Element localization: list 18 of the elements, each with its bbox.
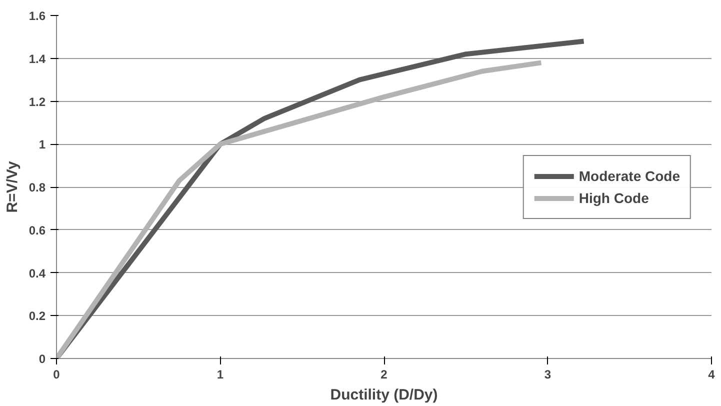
y-tick-label: 1.2 [28, 94, 46, 109]
y-tick-label: 0.6 [28, 223, 46, 238]
y-tick-label: 1.6 [28, 9, 46, 23]
legend-label: High Code [578, 190, 649, 206]
y-tick-label: 0 [38, 352, 46, 366]
y-tick-label: 1 [38, 138, 46, 152]
y-axis-title: R=V/Vy [4, 160, 21, 213]
x-tick-label: 0 [53, 368, 60, 382]
x-axis-title: Ductility (D/Dy) [330, 386, 438, 404]
x-tick-label: 4 [708, 368, 716, 382]
y-tick-label: 0.4 [28, 266, 46, 280]
legend-label: Moderate Code [578, 168, 680, 184]
x-tick-label: 2 [380, 368, 388, 382]
x-tick-label: 1 [216, 368, 224, 382]
y-tick-label: 1.4 [28, 52, 46, 66]
y-tick-label: 0.2 [28, 309, 46, 324]
y-tick-label: 0.8 [28, 180, 46, 194]
x-tick-label: 3 [544, 368, 552, 382]
